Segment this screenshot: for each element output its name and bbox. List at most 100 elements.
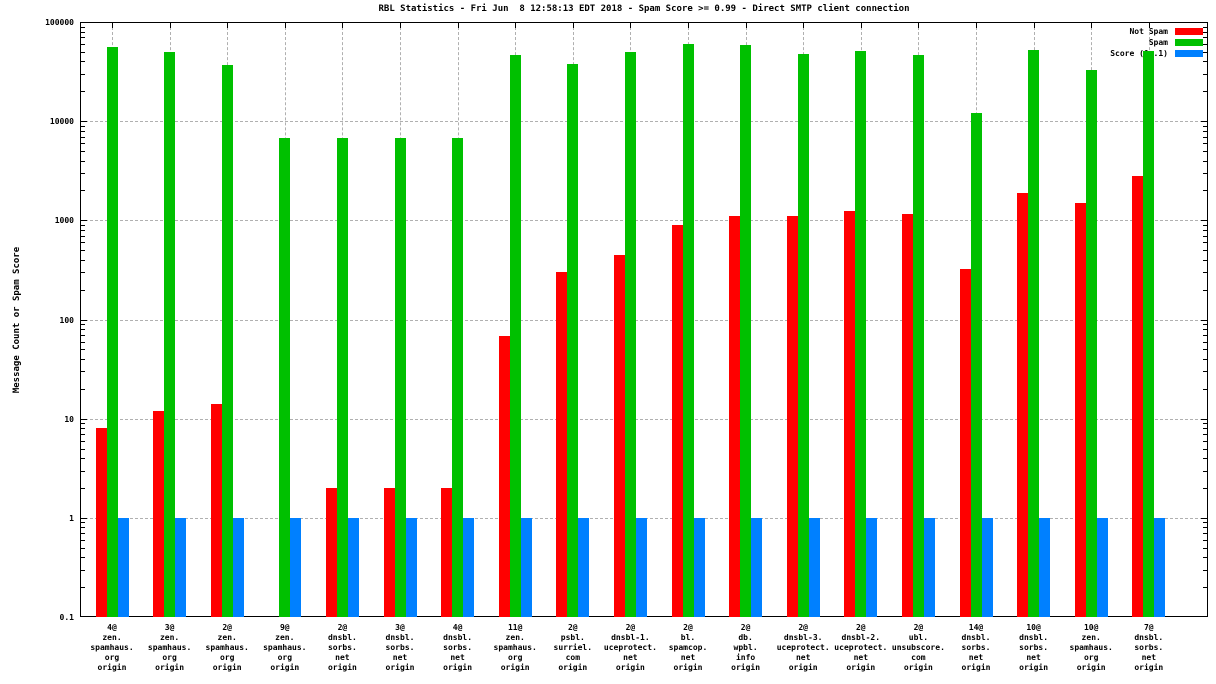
x-tick-top [745, 22, 747, 28]
x-tick-top [169, 22, 171, 28]
y-minor-tick-right [1203, 73, 1207, 75]
y-minor-tick-left [81, 527, 85, 529]
legend-label-score-0-1-: Score (0..1) [1110, 49, 1168, 58]
y-minor-tick-left [81, 487, 85, 489]
y-minor-tick-left [81, 44, 85, 45]
y-minor-tick-left [81, 73, 85, 75]
x-tick-label: 2@ zen. spamhaus. org origin [205, 623, 249, 672]
y-minor-tick-right [1203, 539, 1207, 541]
x-tick-label: 2@ dnsbl-1. uceprotect. net origin [603, 623, 657, 672]
y-minor-tick-right [1203, 470, 1207, 472]
plot-border-left [80, 22, 81, 617]
gridline-horizontal [80, 418, 1208, 420]
y-minor-tick-right [1203, 334, 1207, 336]
y-minor-tick-left [81, 37, 85, 39]
bar-spam [1085, 69, 1097, 617]
x-tick-top [284, 22, 286, 28]
bar-spam [797, 53, 809, 617]
bar-score-0-1- [117, 517, 129, 617]
y-minor-tick-left [81, 539, 85, 541]
x-tick-top [515, 22, 517, 28]
y-tick-label: 10 [64, 414, 74, 424]
bar-not-spam [556, 272, 568, 617]
bar-score-0-1- [578, 517, 590, 617]
y-minor-tick-left [81, 272, 85, 274]
x-tick-top [1091, 22, 1093, 28]
y-minor-tick-left [81, 151, 85, 153]
bar-spam [567, 63, 579, 617]
bar-score-0-1- [923, 517, 935, 617]
y-minor-tick-right [1203, 61, 1207, 63]
x-tick-top [688, 22, 689, 28]
y-tick-label: 10000 [49, 117, 74, 127]
x-tick-top [918, 22, 920, 28]
bar-not-spam [498, 336, 510, 617]
y-minor-tick-left [81, 229, 85, 231]
legend-label-not-spam: Not Spam [1129, 27, 1168, 36]
y-minor-tick-right [1203, 130, 1207, 132]
bar-spam [221, 64, 233, 617]
y-minor-tick-left [81, 423, 85, 425]
bar-spam [509, 55, 521, 617]
y-minor-tick-left [81, 160, 85, 162]
y-major-tick-left [81, 319, 87, 321]
y-minor-tick-left [81, 334, 85, 336]
y-major-tick-left [81, 517, 87, 519]
y-major-tick-right [1201, 517, 1207, 519]
bar-score-0-1- [290, 517, 302, 617]
legend-swatch [1175, 39, 1203, 46]
y-minor-tick-left [81, 190, 85, 192]
bar-score-0-1- [405, 517, 417, 617]
x-tick-top [630, 22, 632, 28]
y-minor-tick-right [1203, 250, 1207, 252]
y-minor-tick-left [81, 136, 85, 138]
y-minor-tick-right [1203, 91, 1207, 93]
bar-score-0-1- [1154, 517, 1166, 617]
bar-score-0-1- [866, 517, 878, 617]
y-minor-tick-right [1203, 190, 1207, 192]
x-tick-label: 3@ zen. spamhaus. org origin [147, 623, 192, 672]
y-minor-tick-right [1203, 259, 1207, 261]
y-minor-tick-right [1203, 31, 1207, 33]
bar-score-0-1- [520, 517, 532, 617]
bar-spam [336, 138, 348, 617]
bar-not-spam [383, 487, 395, 617]
x-tick-label: 4@ zen. spamhaus. org origin [90, 623, 134, 672]
bar-spam [1143, 50, 1155, 617]
y-minor-tick-right [1203, 324, 1207, 326]
x-tick-label: 2@ bl. spamcop. net origin [668, 623, 708, 672]
y-minor-tick-left [81, 470, 85, 472]
y-major-tick-left [81, 220, 87, 222]
y-minor-tick-right [1203, 160, 1207, 162]
bar-score-0-1- [635, 517, 647, 617]
y-minor-tick-right [1203, 587, 1207, 589]
x-tick-top [803, 22, 805, 28]
y-minor-tick-right [1203, 423, 1207, 425]
x-tick-label: 2@ dnsbl. sorbs. net origin [327, 623, 357, 672]
y-minor-tick-right [1203, 458, 1207, 460]
chart-title: RBL Statistics - Fri Jun 8 12:58:13 EDT … [378, 4, 910, 14]
bar-not-spam [441, 487, 453, 617]
y-minor-tick-left [81, 569, 85, 571]
bar-not-spam [671, 224, 683, 617]
y-minor-tick-left [81, 358, 85, 360]
y-minor-tick-right [1203, 151, 1207, 153]
y-major-tick-right [1201, 319, 1207, 321]
y-minor-tick-left [81, 61, 85, 63]
y-minor-tick-right [1203, 136, 1207, 138]
bar-spam [1028, 50, 1040, 617]
plot-border-right [1207, 22, 1208, 617]
bar-score-0-1- [808, 517, 820, 617]
bar-spam [279, 138, 291, 617]
y-minor-tick-left [81, 143, 85, 145]
y-minor-tick-left [81, 51, 85, 53]
y-minor-tick-right [1203, 289, 1207, 291]
y-minor-tick-left [81, 242, 85, 244]
x-tick-label: 9@ zen. spamhaus. org origin [263, 623, 307, 672]
bar-spam [164, 51, 176, 617]
bar-spam [855, 50, 867, 617]
bar-not-spam [786, 216, 798, 617]
bar-spam [970, 113, 982, 617]
y-minor-tick-right [1203, 547, 1207, 549]
